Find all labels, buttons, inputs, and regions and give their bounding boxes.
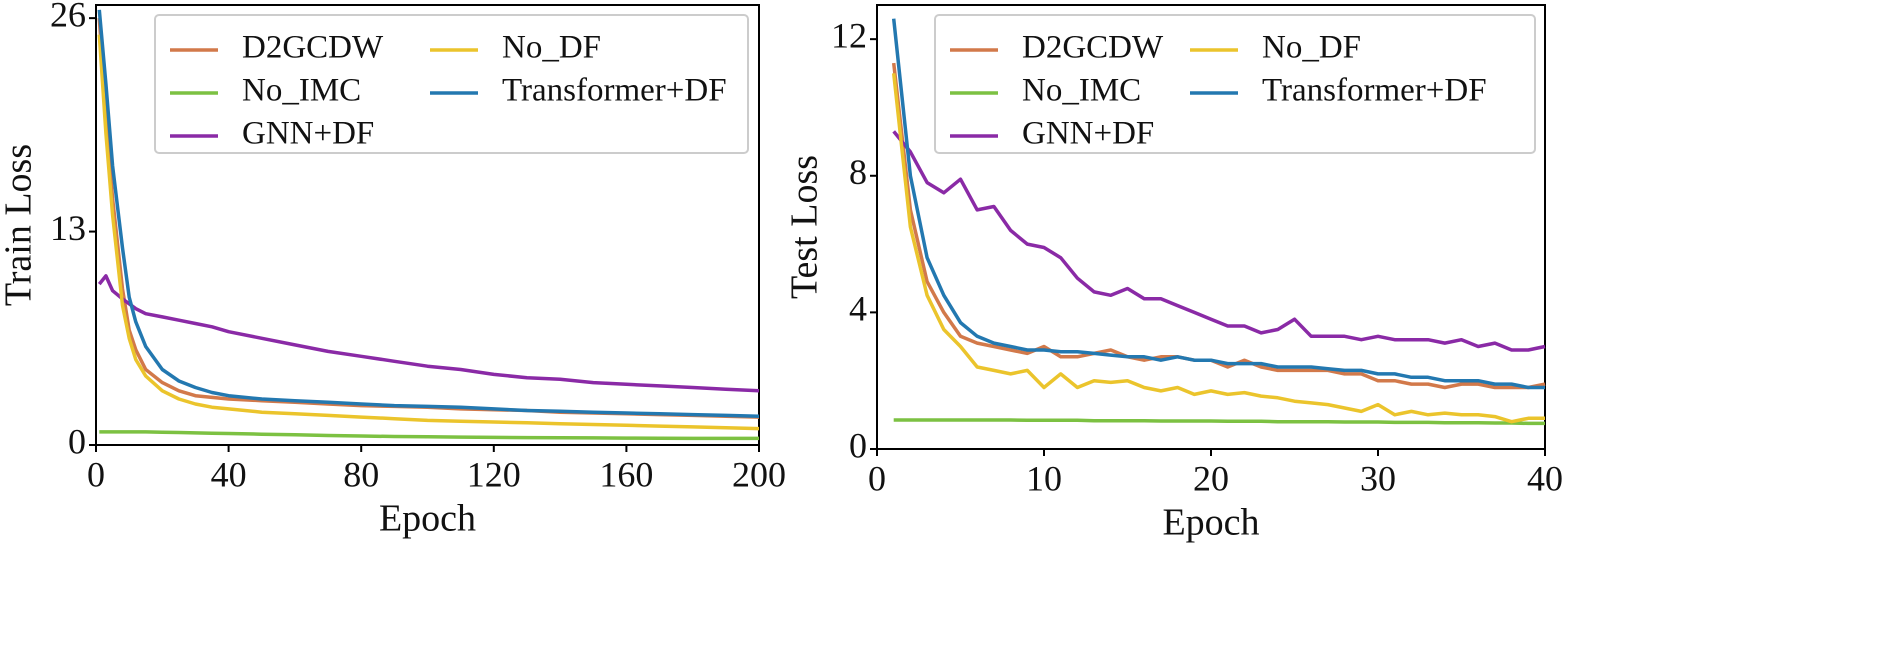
y-axis-label: Test Loss (784, 155, 826, 299)
y-tick-label: 0 (68, 421, 86, 461)
series-line (891, 18, 1545, 390)
x-tick-label: 0 (87, 454, 105, 494)
chart: 0 13 26 0 40 80 120 160 200 Epoch Train Loss D2GCDW… (0, 0, 786, 540)
legend-label: No_IMC (242, 73, 361, 109)
x-tick-label: 200 (732, 454, 786, 494)
x-tick-label: 40 (211, 454, 247, 494)
x-tick-label: 20 (1193, 458, 1229, 498)
legend-label: GNN+DF (1022, 116, 1154, 152)
legend-label: D2GCDW (1022, 30, 1164, 66)
x-tick-label: 160 (599, 454, 653, 494)
x-axis-label: Epoch (1162, 502, 1259, 544)
y-tick-label: 13 (50, 208, 86, 248)
x-tick-label: 80 (343, 454, 379, 494)
y-tick-label: 4 (849, 289, 867, 329)
y-tick-label: 0 (849, 425, 867, 465)
legend-label: D2GCDW (242, 30, 384, 66)
legend-label: No_IMC (1022, 73, 1141, 109)
y-axis-label: Train Loss (0, 144, 40, 306)
series-line (893, 418, 1545, 426)
legend-label: No_DF (1262, 30, 1361, 66)
legend-box (154, 14, 749, 154)
series-line (892, 130, 1546, 352)
series-line (99, 430, 759, 441)
x-axis-label: Epoch (379, 498, 476, 540)
x-tick-label: 40 (1527, 458, 1563, 498)
series-line (97, 274, 760, 393)
y-tick-label: 8 (849, 152, 867, 192)
series-line (97, 9, 760, 419)
plot-frame (95, 4, 760, 446)
y-tick-label: 12 (831, 15, 867, 55)
legend-label: GNN+DF (242, 116, 374, 152)
x-tick-label: 10 (1026, 458, 1062, 498)
legend-label: No_DF (502, 30, 601, 66)
legend-label: Transformer+DF (502, 73, 727, 109)
y-tick-label: 26 (50, 0, 86, 34)
series-line (97, 34, 760, 431)
x-tick-label: 0 (868, 458, 886, 498)
x-tick-label: 120 (467, 454, 521, 494)
x-tick-label: 30 (1360, 458, 1396, 498)
legend-box (934, 14, 1536, 154)
legend-label: Transformer+DF (1262, 73, 1487, 109)
series-line (891, 73, 1545, 424)
chart: 0 4 8 12 0 10 20 30 40 Epoch Test Loss D2GCDW No_IMC… (784, 4, 1563, 544)
